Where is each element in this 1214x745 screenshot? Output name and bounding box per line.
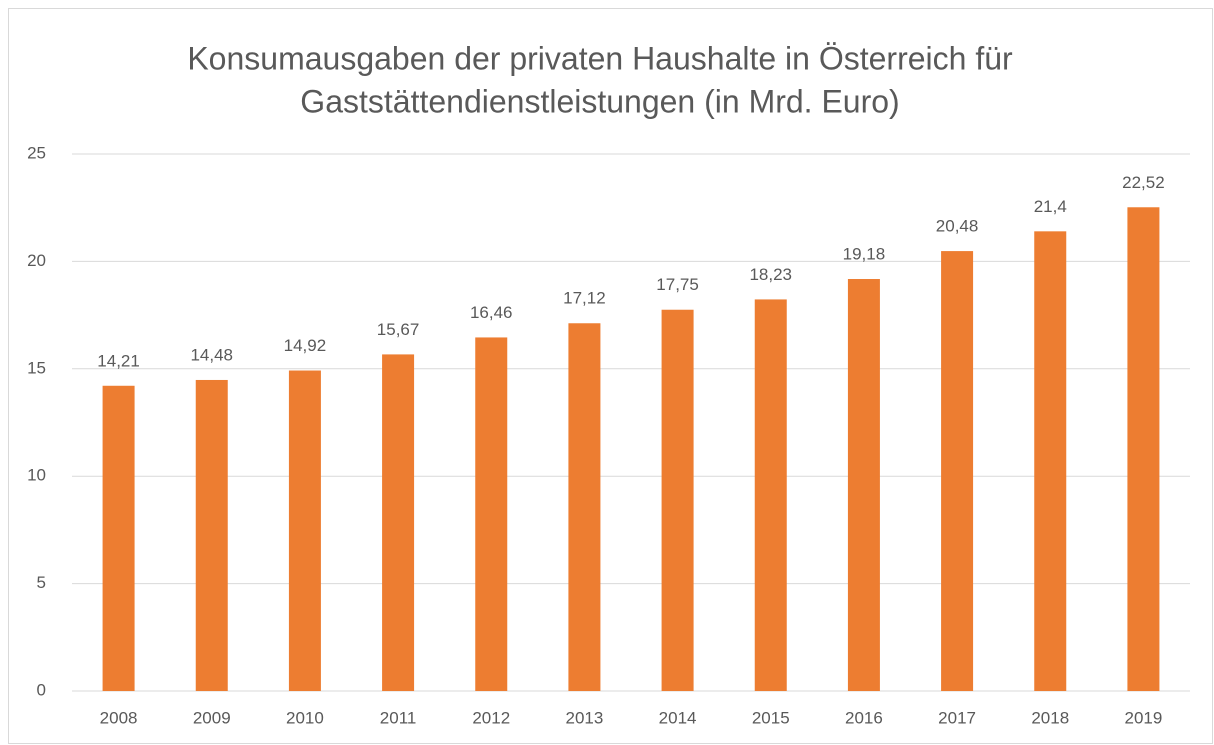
y-tick-label: 25: [27, 143, 46, 162]
bar: [1034, 231, 1067, 691]
x-tick-label: 2016: [845, 708, 883, 727]
bar: [754, 299, 787, 691]
x-tick-label: 2015: [752, 708, 790, 727]
y-tick-label: 10: [27, 466, 46, 485]
data-label: 16,46: [470, 303, 513, 322]
data-label: 19,18: [843, 244, 886, 263]
data-label: 17,12: [563, 289, 606, 308]
data-label: 21,4: [1034, 197, 1067, 216]
x-tick-label: 2017: [938, 708, 976, 727]
bar: [475, 337, 508, 691]
x-tick-label: 2014: [659, 708, 697, 727]
x-tick-label: 2009: [193, 708, 231, 727]
data-label: 17,75: [656, 275, 699, 294]
data-label: 22,52: [1122, 173, 1165, 192]
x-tick-label: 2019: [1125, 708, 1163, 727]
data-label: 14,48: [190, 345, 233, 364]
y-tick-label: 20: [27, 251, 46, 270]
bar: [288, 370, 321, 691]
bar: [661, 309, 694, 691]
x-tick-label: 2018: [1031, 708, 1069, 727]
x-tick-label: 2008: [100, 708, 138, 727]
y-tick-label: 5: [37, 573, 46, 592]
data-label: 14,21: [97, 351, 140, 370]
x-tick-label: 2011: [380, 708, 417, 727]
bar: [847, 279, 880, 691]
chart-title: Konsumausgaben der privaten Haushalte in…: [187, 40, 1013, 76]
bar: [382, 354, 415, 691]
data-label: 20,48: [936, 217, 979, 236]
bar: [1127, 207, 1160, 692]
x-tick-label: 2012: [472, 708, 510, 727]
chart-title: Gaststättendienstleistungen (in Mrd. Eur…: [300, 83, 899, 119]
data-label: 14,92: [284, 336, 327, 355]
bar: [941, 251, 974, 691]
bar: [102, 385, 135, 691]
x-tick-label: 2013: [566, 708, 604, 727]
data-label: 15,67: [377, 320, 420, 339]
bar: [568, 323, 601, 691]
x-tick-label: 2010: [286, 708, 324, 727]
y-tick-label: 0: [37, 680, 46, 699]
y-tick-label: 15: [27, 358, 46, 377]
data-label: 18,23: [749, 265, 792, 284]
bar: [195, 379, 228, 691]
